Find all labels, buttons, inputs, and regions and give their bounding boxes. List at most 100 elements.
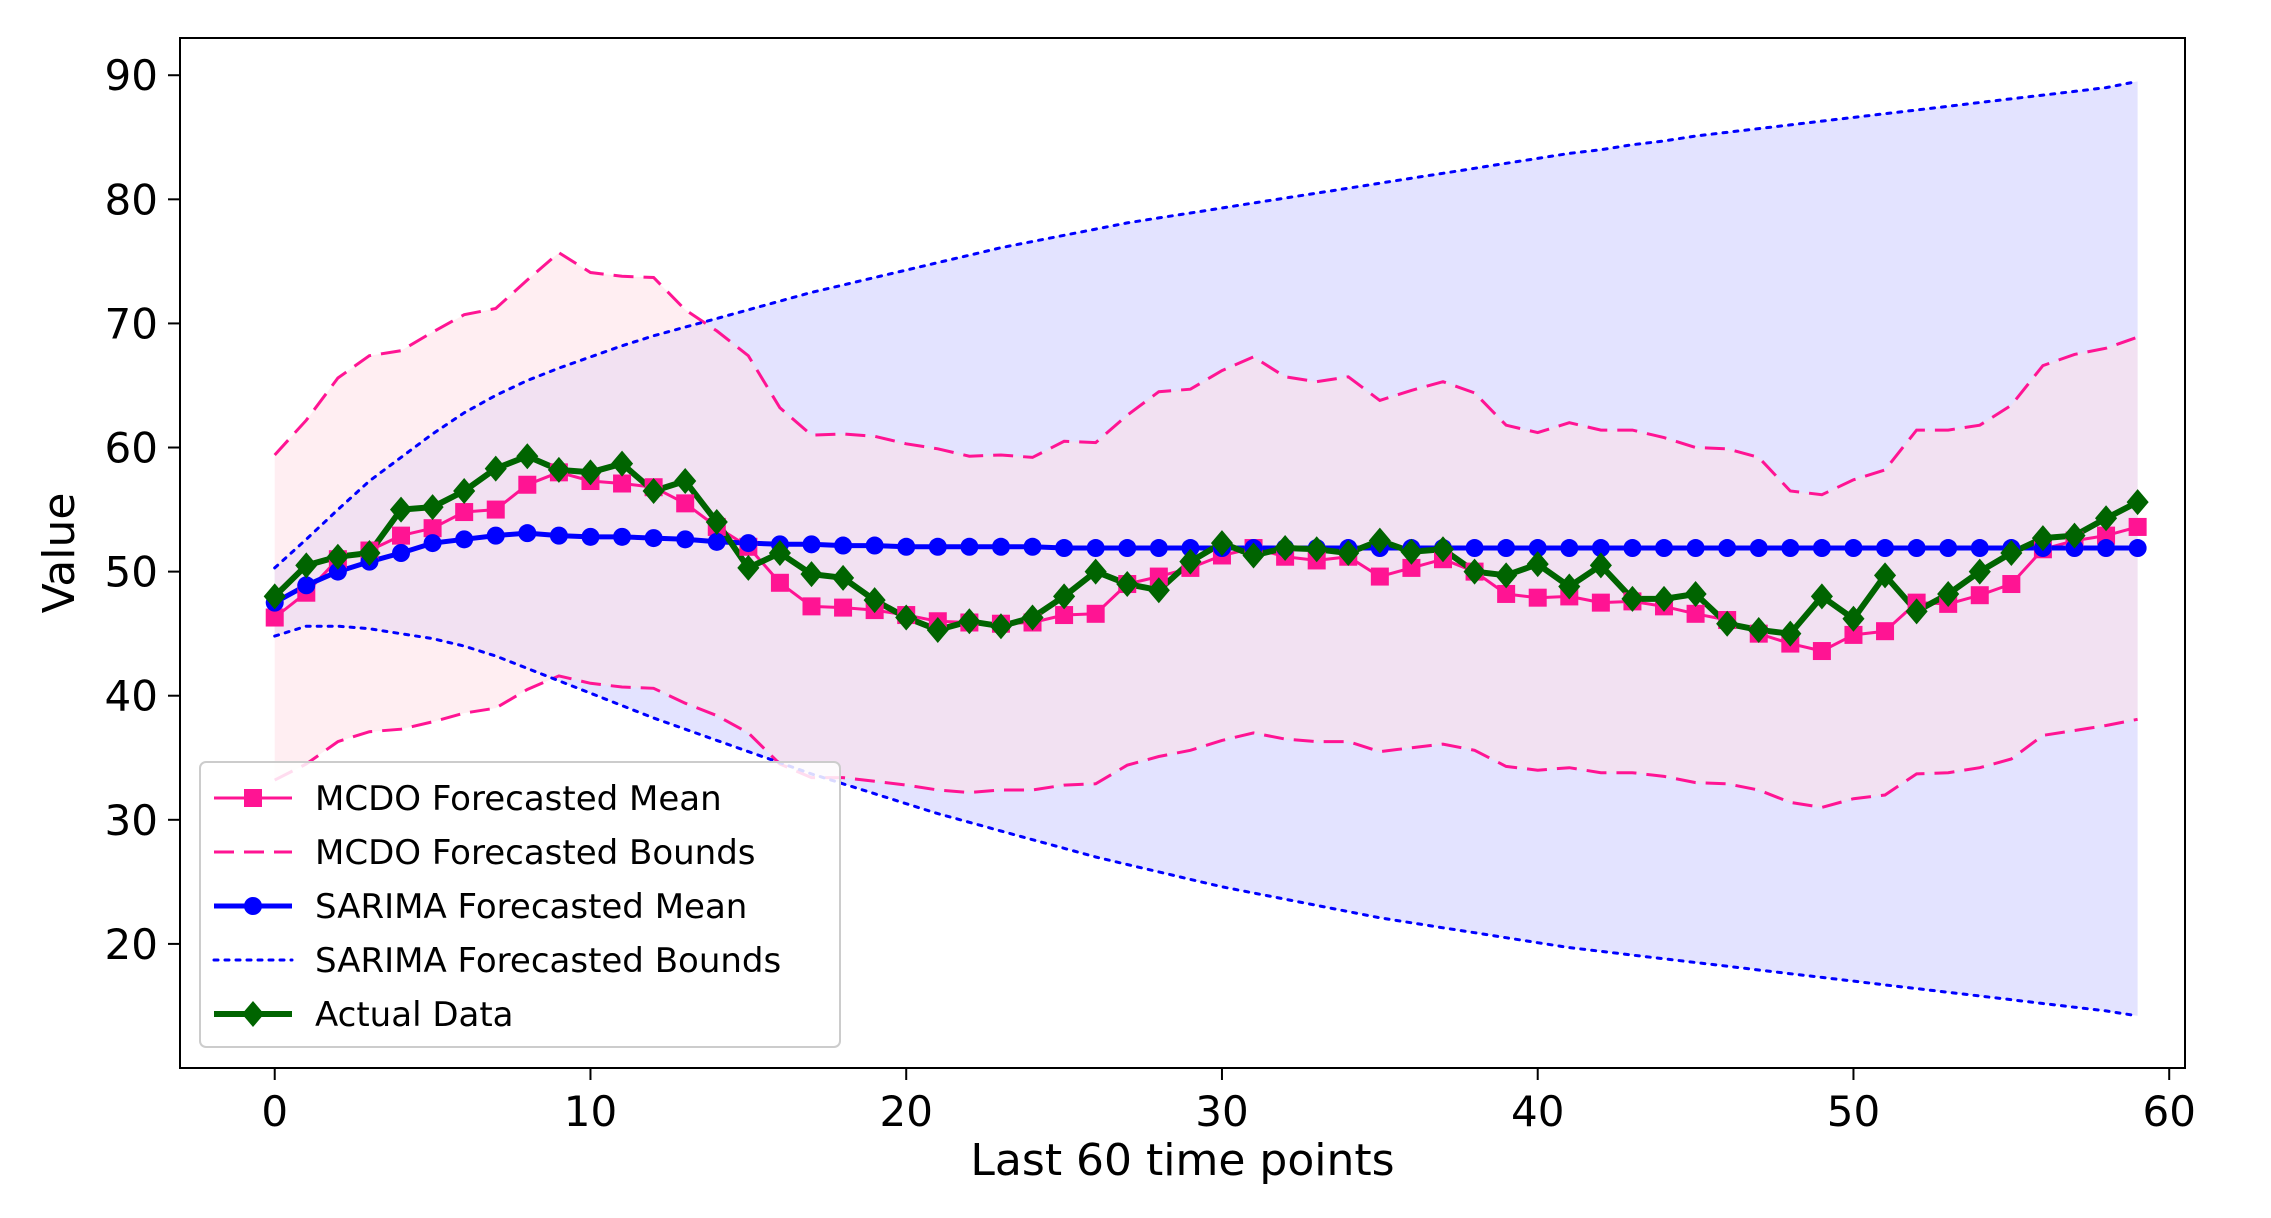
mcdo-forecasted-mean-point	[613, 474, 632, 493]
mcdo-forecasted-bounds-upper-line	[273, 250, 2139, 497]
sarima-forecasted-mean-point	[1055, 539, 1074, 558]
sarima-forecasted-mean-point	[865, 536, 884, 555]
sarima-forecasted-mean-point	[2097, 539, 2116, 558]
sarima-forecasted-mean-point	[486, 526, 505, 545]
sarima-forecasted-mean-point	[1686, 539, 1705, 558]
mcdo-forecasted-bounds-band	[274, 252, 2138, 808]
sarima-forecasted-mean-point	[581, 527, 600, 546]
x-tick-label: 60	[2142, 1087, 2195, 1136]
sarima-forecasted-mean-point	[834, 536, 853, 555]
y-axis-label: Value	[34, 493, 85, 614]
mcdo-forecasted-mean-point	[834, 598, 853, 617]
y-tick-label: 60	[105, 424, 158, 473]
x-axis-label: Last 60 time points	[970, 1135, 1394, 1186]
actual-data-point	[1905, 598, 1928, 625]
mcdo-forecasted-mean-point	[1686, 604, 1705, 623]
mcdo-forecasted-mean-point	[486, 500, 505, 519]
sarima-forecasted-mean-point	[518, 524, 537, 543]
actual-data-point	[263, 583, 286, 610]
sarima-forecasted-mean-point	[991, 537, 1010, 556]
mcdo-forecasted-mean-point	[1591, 593, 1610, 612]
sarima-forecasted-mean-point	[1812, 539, 1831, 558]
legend-item-mcdo-forecasted-mean-label: MCDO Forecasted Mean	[315, 779, 722, 819]
sarima-forecasted-mean-point	[1149, 539, 1168, 558]
actual-data-point	[800, 561, 823, 588]
legend-item-sarima-forecasted-bounds: SARIMA Forecasted Bounds	[212, 941, 781, 981]
x-tick-label: 40	[1511, 1087, 1564, 1136]
sarima-forecasted-mean-point	[392, 544, 411, 562]
legend-item-mcdo-forecasted-mean: MCDO Forecasted Mean	[214, 779, 722, 819]
mcdo-forecasted-mean-point	[1402, 558, 1421, 577]
actual-data-point	[579, 459, 602, 486]
actual-data-point	[1305, 536, 1328, 563]
y-tick-label: 20	[105, 920, 158, 969]
sarima-forecasted-mean-point	[1086, 539, 1105, 558]
legend-item-sarima-forecasted-mean: SARIMA Forecasted Mean	[214, 887, 747, 927]
sarima-forecasted-mean-point	[1591, 539, 1610, 558]
x-tick-label: 50	[1827, 1087, 1880, 1136]
actual-data-point	[326, 543, 349, 570]
sarima-forecasted-mean-point	[328, 562, 347, 581]
actual-data-point	[2000, 540, 2023, 566]
sarima-forecasted-mean-point	[1118, 539, 1137, 558]
y-tick-label: 30	[105, 796, 158, 845]
actual-data-point	[1021, 604, 1044, 631]
actual-data-point	[674, 468, 697, 495]
mcdo-forecasted-mean-point	[265, 608, 284, 627]
sarima-forecasted-mean-point	[739, 534, 758, 553]
actual-data-point	[737, 554, 760, 581]
sarima-forecasted-mean-point	[1939, 539, 1958, 558]
sarima-forecasted-mean-point	[1844, 539, 1863, 558]
actual-data-point	[1842, 605, 1865, 632]
actual-data-point	[1621, 585, 1644, 612]
actual-data-point	[1463, 558, 1486, 585]
actual-data-point	[516, 443, 539, 470]
sarima-forecasted-mean-point	[1465, 539, 1484, 558]
actual-data-point	[2095, 505, 2118, 532]
sarima-forecasted-mean-point	[960, 537, 979, 556]
actual-data-point	[1053, 583, 1076, 610]
actual-data-point	[1242, 542, 1265, 569]
sarima-forecasted-mean-point	[676, 530, 695, 549]
sarima-forecasted-mean-point	[455, 530, 474, 549]
actual-data-point	[895, 604, 918, 631]
mcdo-forecasted-mean-point	[802, 597, 821, 616]
x-tick-label: 30	[1195, 1087, 1248, 1136]
sarima-forecasted-mean-point	[1023, 537, 1042, 556]
actual-data-point	[358, 540, 381, 566]
actual-data-point	[1873, 562, 1897, 589]
sarima-forecasted-bounds-upper-line	[273, 79, 2140, 570]
sarima-forecasted-mean-point	[1718, 539, 1737, 558]
legend-item-mcdo-forecasted-mean-marker	[244, 789, 262, 807]
actual-data-point	[1274, 535, 1297, 562]
axis-ticks: 0 10 20 30 40 50 60 20 30 40 50 60 70 80 90	[105, 51, 2196, 1136]
sarima-forecasted-mean-point	[1497, 539, 1516, 558]
sarima-forecasted-mean-point	[1528, 539, 1547, 558]
y-tick-label: 80	[105, 175, 158, 224]
actual-data-point	[1684, 580, 1707, 607]
actual-data-point	[295, 552, 318, 579]
x-tick-label: 0	[261, 1087, 288, 1136]
actual-data-point	[389, 496, 413, 523]
actual-data-markers	[263, 443, 2149, 647]
legend-item-actual-data: Actual Data	[214, 995, 514, 1035]
actual-data-point	[2031, 525, 2054, 552]
actual-data-point	[958, 608, 981, 635]
actual-data-point	[1368, 527, 1391, 554]
legend-item-sarima-forecasted-bounds-label: SARIMA Forecasted Bounds	[315, 941, 781, 981]
actual-data-point	[1558, 573, 1581, 600]
mcdo-forecasted-mean-point	[1086, 604, 1105, 623]
actual-data-point	[926, 616, 949, 643]
mcdo-forecasted-mean-point	[770, 573, 789, 592]
mcdo-forecasted-mean-point	[455, 503, 474, 522]
sarima-forecasted-mean-point	[1623, 539, 1642, 558]
legend: MCDO Forecasted Mean MCDO Forecasted Boun…	[199, 761, 841, 1048]
actual-data-point	[1747, 616, 1770, 643]
sarima-forecasted-mean-point	[802, 535, 821, 554]
sarima-forecasted-mean-point	[1781, 539, 1800, 558]
sarima-forecasted-mean-point	[549, 526, 568, 545]
actual-data-point	[1968, 558, 1991, 585]
sarima-forecasted-mean-point	[423, 534, 442, 553]
mcdo-forecasted-mean-point	[423, 519, 442, 538]
mcdo-forecasted-mean-point	[1812, 642, 1831, 661]
